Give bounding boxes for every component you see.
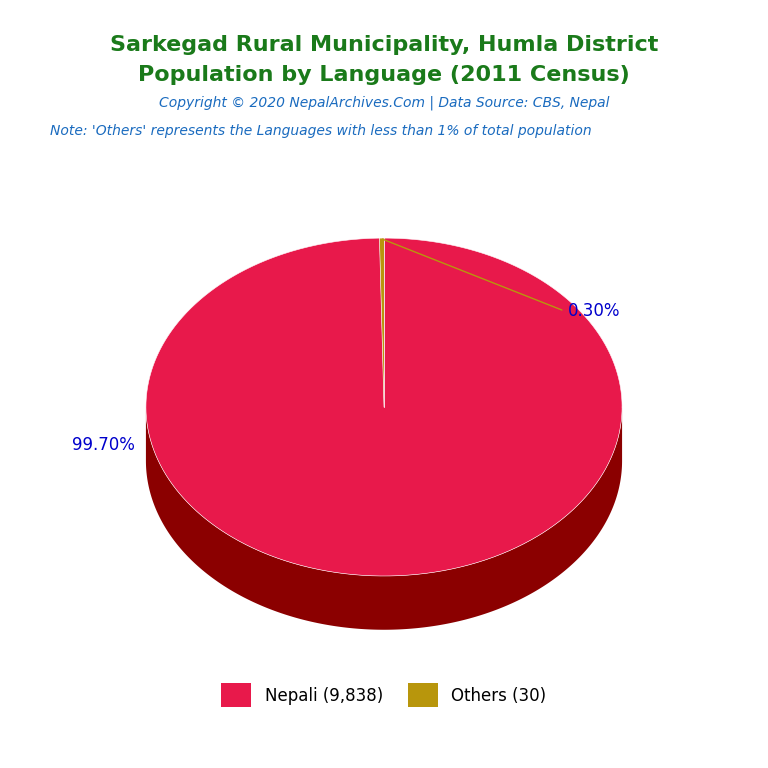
Text: Population by Language (2011 Census): Population by Language (2011 Census) bbox=[138, 65, 630, 85]
Text: Copyright © 2020 NepalArchives.Com | Data Source: CBS, Nepal: Copyright © 2020 NepalArchives.Com | Dat… bbox=[159, 95, 609, 110]
Polygon shape bbox=[379, 238, 384, 407]
Text: Note: 'Others' represents the Languages with less than 1% of total population: Note: 'Others' represents the Languages … bbox=[50, 124, 591, 138]
Text: Sarkegad Rural Municipality, Humla District: Sarkegad Rural Municipality, Humla Distr… bbox=[110, 35, 658, 55]
Text: 99.70%: 99.70% bbox=[72, 436, 135, 455]
Polygon shape bbox=[146, 408, 622, 630]
Legend: Nepali (9,838), Others (30): Nepali (9,838), Others (30) bbox=[215, 677, 553, 713]
Text: 0.30%: 0.30% bbox=[568, 302, 621, 320]
Polygon shape bbox=[146, 238, 622, 576]
